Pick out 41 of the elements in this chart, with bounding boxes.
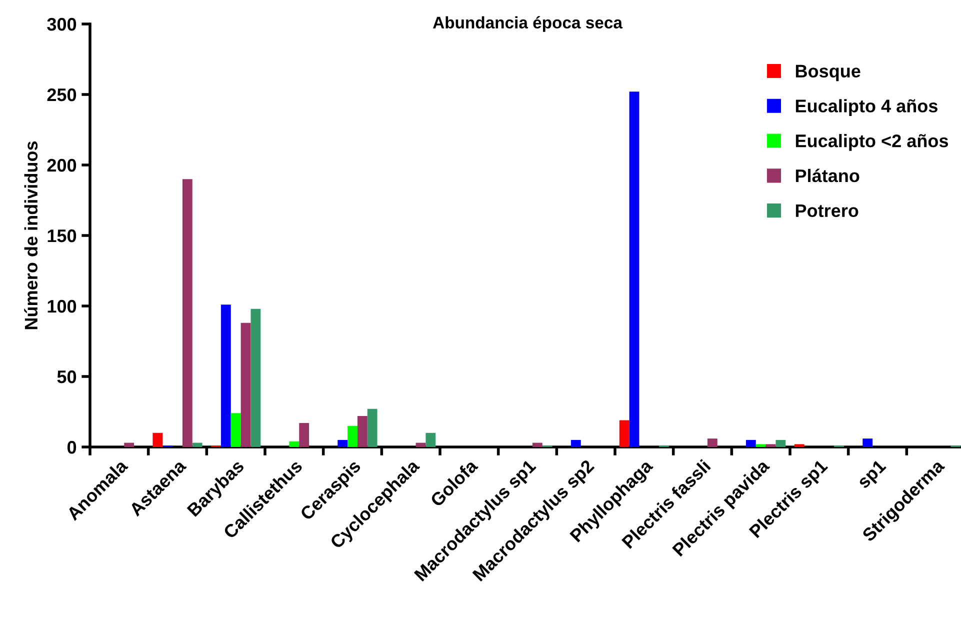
bar — [794, 444, 804, 447]
bar — [629, 92, 640, 447]
bar — [532, 442, 542, 447]
bar — [192, 442, 202, 447]
y-tick-label: 50 — [57, 370, 76, 384]
bar — [230, 413, 241, 447]
y-tick-label: 150 — [48, 229, 76, 242]
bar — [862, 438, 873, 447]
y-tick-label: 0 — [67, 440, 76, 454]
bar — [289, 441, 300, 447]
chart-title: Abundancia época seca — [432, 16, 623, 32]
bar — [250, 308, 261, 447]
bar — [299, 423, 310, 447]
bar — [367, 408, 378, 447]
y-tick-label: 250 — [47, 88, 76, 102]
bar — [746, 440, 756, 447]
y-tick-label: 300 — [47, 18, 76, 31]
bar — [348, 426, 358, 447]
bar — [776, 440, 786, 447]
bar — [426, 432, 436, 447]
bar — [152, 432, 163, 447]
legend-label: Potrero — [796, 204, 858, 218]
bar — [619, 420, 630, 447]
bar — [756, 444, 766, 447]
legend-label: Plátano — [796, 168, 860, 182]
y-tick-label: 200 — [47, 158, 76, 172]
bar — [220, 304, 231, 447]
bar — [766, 444, 776, 447]
bar — [416, 442, 426, 447]
bar — [357, 416, 368, 447]
legend-label: Eucalipto <2 años — [796, 134, 948, 151]
bar — [707, 438, 718, 447]
bar — [240, 322, 251, 447]
y-tick-label: 100 — [48, 300, 76, 313]
legend-label: Eucalipto 4 años — [796, 99, 938, 116]
bar — [570, 440, 581, 447]
bar — [124, 442, 134, 447]
bar — [338, 440, 348, 447]
y-axis-title: Número de individuos — [24, 141, 38, 330]
bar — [182, 179, 192, 447]
legend-label: Bosque — [796, 64, 860, 82]
